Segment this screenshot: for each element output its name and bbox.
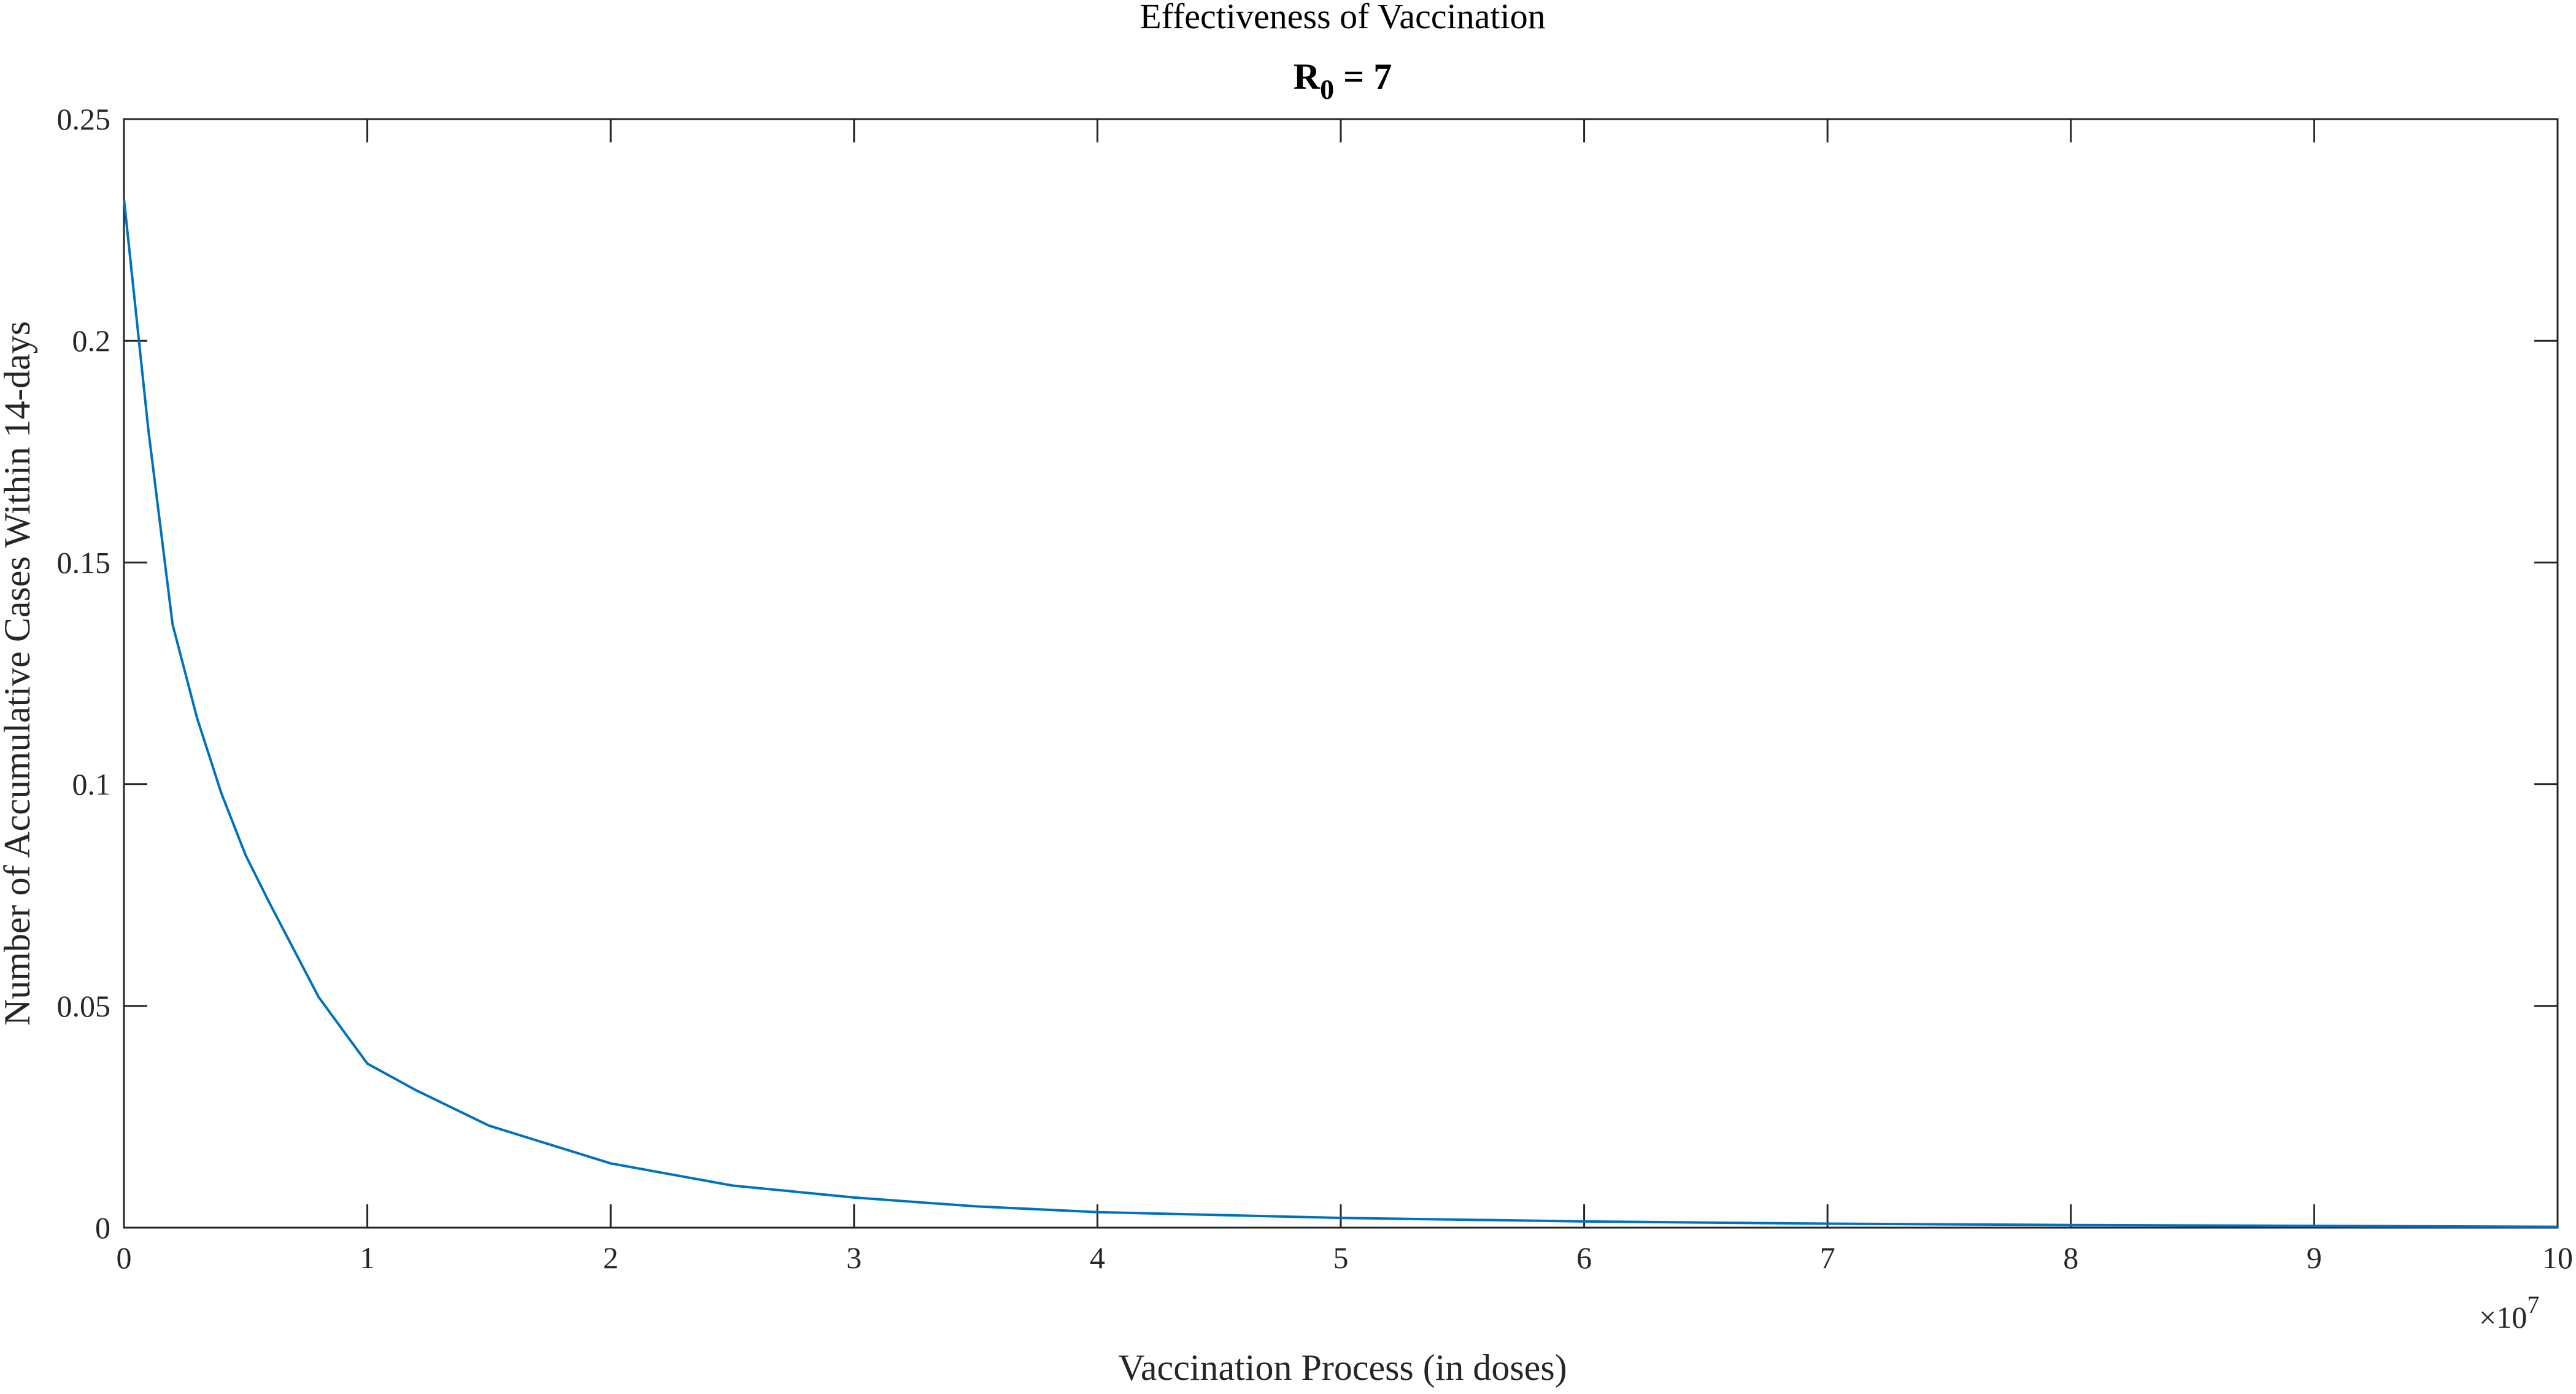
x-tick-group: 0 1 2 3 4 5 6 7 8 9 10 — [117, 119, 2573, 1275]
y-tick-label: 0.2 — [72, 323, 111, 358]
y-tick-label: 0.25 — [57, 102, 111, 136]
x-tick-label: 5 — [1333, 1241, 1349, 1275]
x-multiplier-label: ×107 — [2479, 1291, 2539, 1334]
x-tick-label: 2 — [603, 1241, 619, 1275]
plot-frame — [123, 118, 2559, 1229]
x-tick-label: 8 — [2063, 1241, 2078, 1275]
x-tick-label: 4 — [1090, 1241, 1105, 1275]
y-tick-label: 0.15 — [57, 545, 111, 579]
x-tick-label: 0 — [117, 1241, 132, 1275]
y-tick-label: 0.1 — [72, 767, 111, 802]
series-line — [123, 198, 2558, 1228]
x-tick-label: 6 — [1576, 1241, 1592, 1275]
x-tick-label: 10 — [2542, 1241, 2573, 1275]
x-tick-label: 3 — [846, 1241, 862, 1275]
chart-title: Effectiveness of Vaccination — [1140, 0, 1545, 36]
x-axis-label: Vaccination Process (in doses) — [1118, 1347, 1567, 1388]
y-tick-label: 0 — [95, 1210, 110, 1245]
x-tick-label: 7 — [1820, 1241, 1835, 1275]
chart-subtitle: R0 = 7 — [1294, 56, 1392, 105]
x-tick-label: 1 — [360, 1241, 375, 1275]
y-axis-label: Number of Accumulative Cases Within 14-d… — [0, 321, 37, 1026]
y-tick-label: 0.05 — [57, 989, 111, 1023]
series-group — [123, 198, 2558, 1228]
x-tick-label: 9 — [2307, 1241, 2322, 1275]
y-tick-group: 0 0.05 0.1 0.15 0.2 0.25 — [57, 102, 2558, 1245]
